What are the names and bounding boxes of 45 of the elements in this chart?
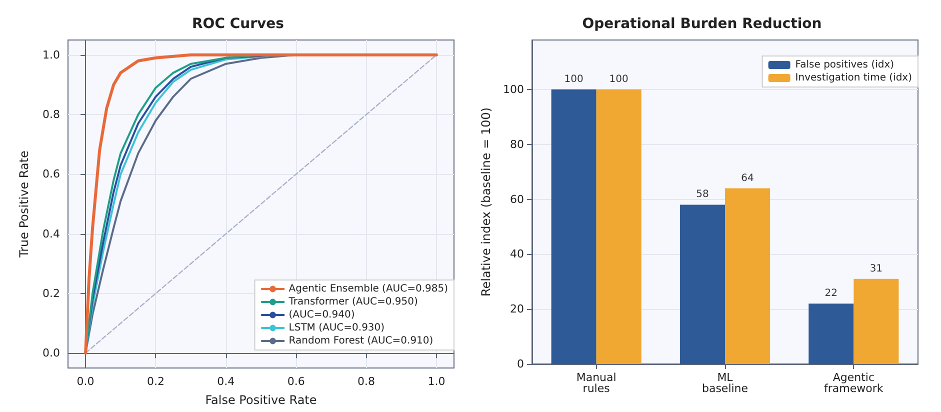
bar (854, 278, 899, 364)
data-label: 58 (696, 189, 709, 200)
x-tick-label: 0.0 (76, 375, 94, 388)
legend-label: False positives (idx) (795, 60, 894, 70)
y-tick-label: 0 (517, 358, 524, 370)
legend-label: LSTM (AUC=0.930) (288, 322, 385, 334)
data-label: 64 (741, 172, 754, 184)
x-axis-title: False Positive Rate (205, 393, 317, 407)
bar (808, 304, 854, 364)
y-tick-label: 0.8 (42, 108, 60, 122)
y-axis-title: Relative index (baseline = 100) (479, 107, 494, 297)
x-tick-label: Manual rules (576, 371, 616, 395)
x-tick-label: 0.6 (287, 375, 305, 388)
y-tick-label: 0.2 (42, 286, 60, 300)
y-tick-label: 80 (510, 138, 524, 151)
data-label: 100 (564, 74, 584, 85)
x-tick-label: 0.4 (217, 375, 235, 388)
y-tick-label: 0.4 (42, 227, 60, 240)
data-label: 31 (870, 263, 883, 274)
legend-label: Agentic Ensemble (AUC=0.985) (288, 284, 448, 294)
y-tick-label: 0.0 (42, 346, 60, 360)
bar (596, 89, 642, 364)
y-tick-label: 20 (510, 302, 524, 316)
data-label: 100 (609, 74, 628, 85)
y-tick-label: 100 (503, 82, 524, 96)
bar (680, 204, 725, 364)
legend-label: Random Forest (AUC=0.910) (288, 336, 434, 346)
legend-label: (AUC=0.940) (288, 310, 355, 320)
chart-title: ROC Curves (192, 16, 284, 32)
y-tick-label: 40 (510, 248, 524, 261)
x-tick-label: 0.2 (146, 375, 164, 388)
y-axis-title: True Positive Rate (17, 150, 31, 258)
bar (725, 188, 770, 364)
bar (551, 89, 596, 364)
y-tick-label: 60 (510, 192, 524, 206)
x-tick-label: Agentic framework (824, 371, 884, 395)
y-tick-label: 0.6 (42, 168, 60, 181)
chart-title: Operational Burden Reduction (582, 16, 822, 32)
x-tick-label: 1.0 (428, 375, 446, 388)
legend-label: Investigation time (idx) (795, 72, 912, 84)
x-tick-label: ML baseline (702, 371, 748, 395)
x-tick-label: 0.8 (358, 375, 376, 388)
legend-label: Transformer (AUC=0.950) (288, 296, 418, 308)
y-tick-label: 1.0 (42, 48, 60, 62)
data-label: 22 (824, 288, 838, 300)
